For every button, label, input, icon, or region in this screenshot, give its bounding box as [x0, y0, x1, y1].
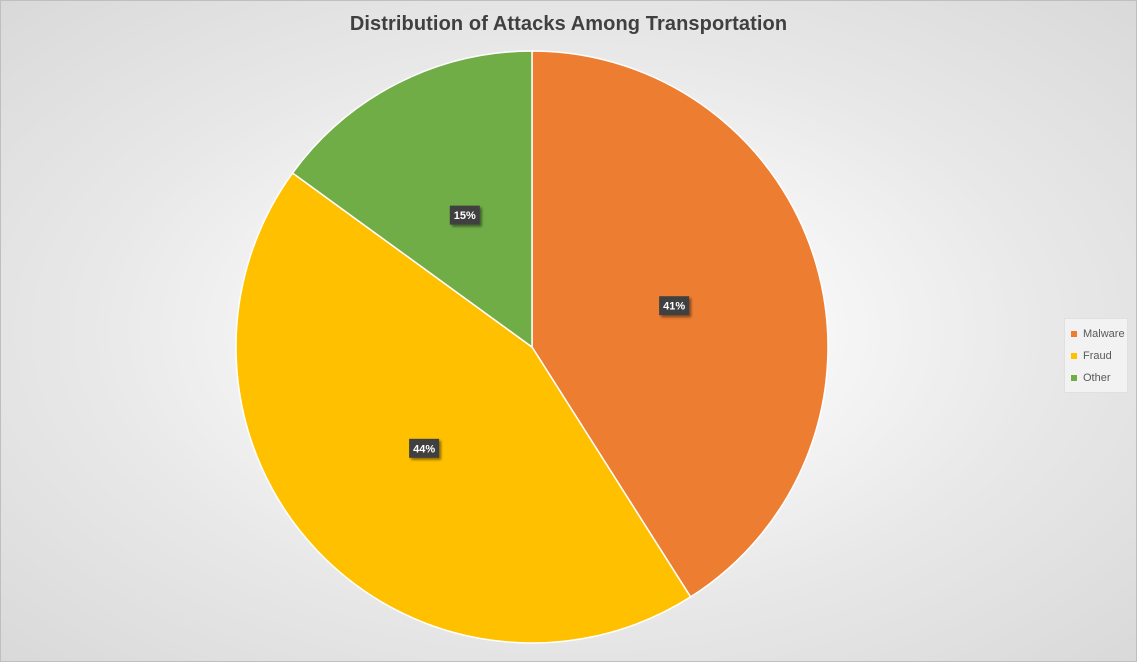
- data-label-text: 41%: [663, 301, 685, 313]
- pie-data-labels: 41% 44% 15%: [409, 205, 690, 458]
- legend-swatch-malware: [1071, 331, 1077, 337]
- legend-label-fraud: Fraud: [1083, 350, 1112, 362]
- data-label-text: 15%: [454, 210, 476, 222]
- legend-item-other: Other: [1065, 367, 1127, 389]
- data-label-box: [449, 205, 480, 225]
- data-label-box: [659, 296, 690, 316]
- pie-slice-malware: [531, 50, 829, 598]
- legend-swatch-other: [1071, 375, 1077, 381]
- legend-label-malware: Malware: [1083, 328, 1125, 340]
- pie-slices: [235, 50, 829, 644]
- data-label-malware: 41%: [659, 296, 690, 316]
- legend-swatch-fraud: [1071, 353, 1077, 359]
- pie-slice-fraud: [235, 171, 692, 644]
- data-label-box: [409, 438, 440, 458]
- legend-item-malware: Malware: [1065, 323, 1127, 345]
- data-label-other: 15%: [449, 205, 480, 225]
- data-label-text: 44%: [413, 443, 435, 455]
- chart-title: Distribution of Attacks Among Transporta…: [349, 13, 788, 35]
- pie-slice-other: [291, 50, 533, 349]
- legend-label-other: Other: [1083, 372, 1111, 384]
- data-label-fraud: 44%: [409, 438, 440, 458]
- legend: Malware Fraud Other: [1064, 318, 1128, 393]
- legend-item-fraud: Fraud: [1065, 345, 1127, 367]
